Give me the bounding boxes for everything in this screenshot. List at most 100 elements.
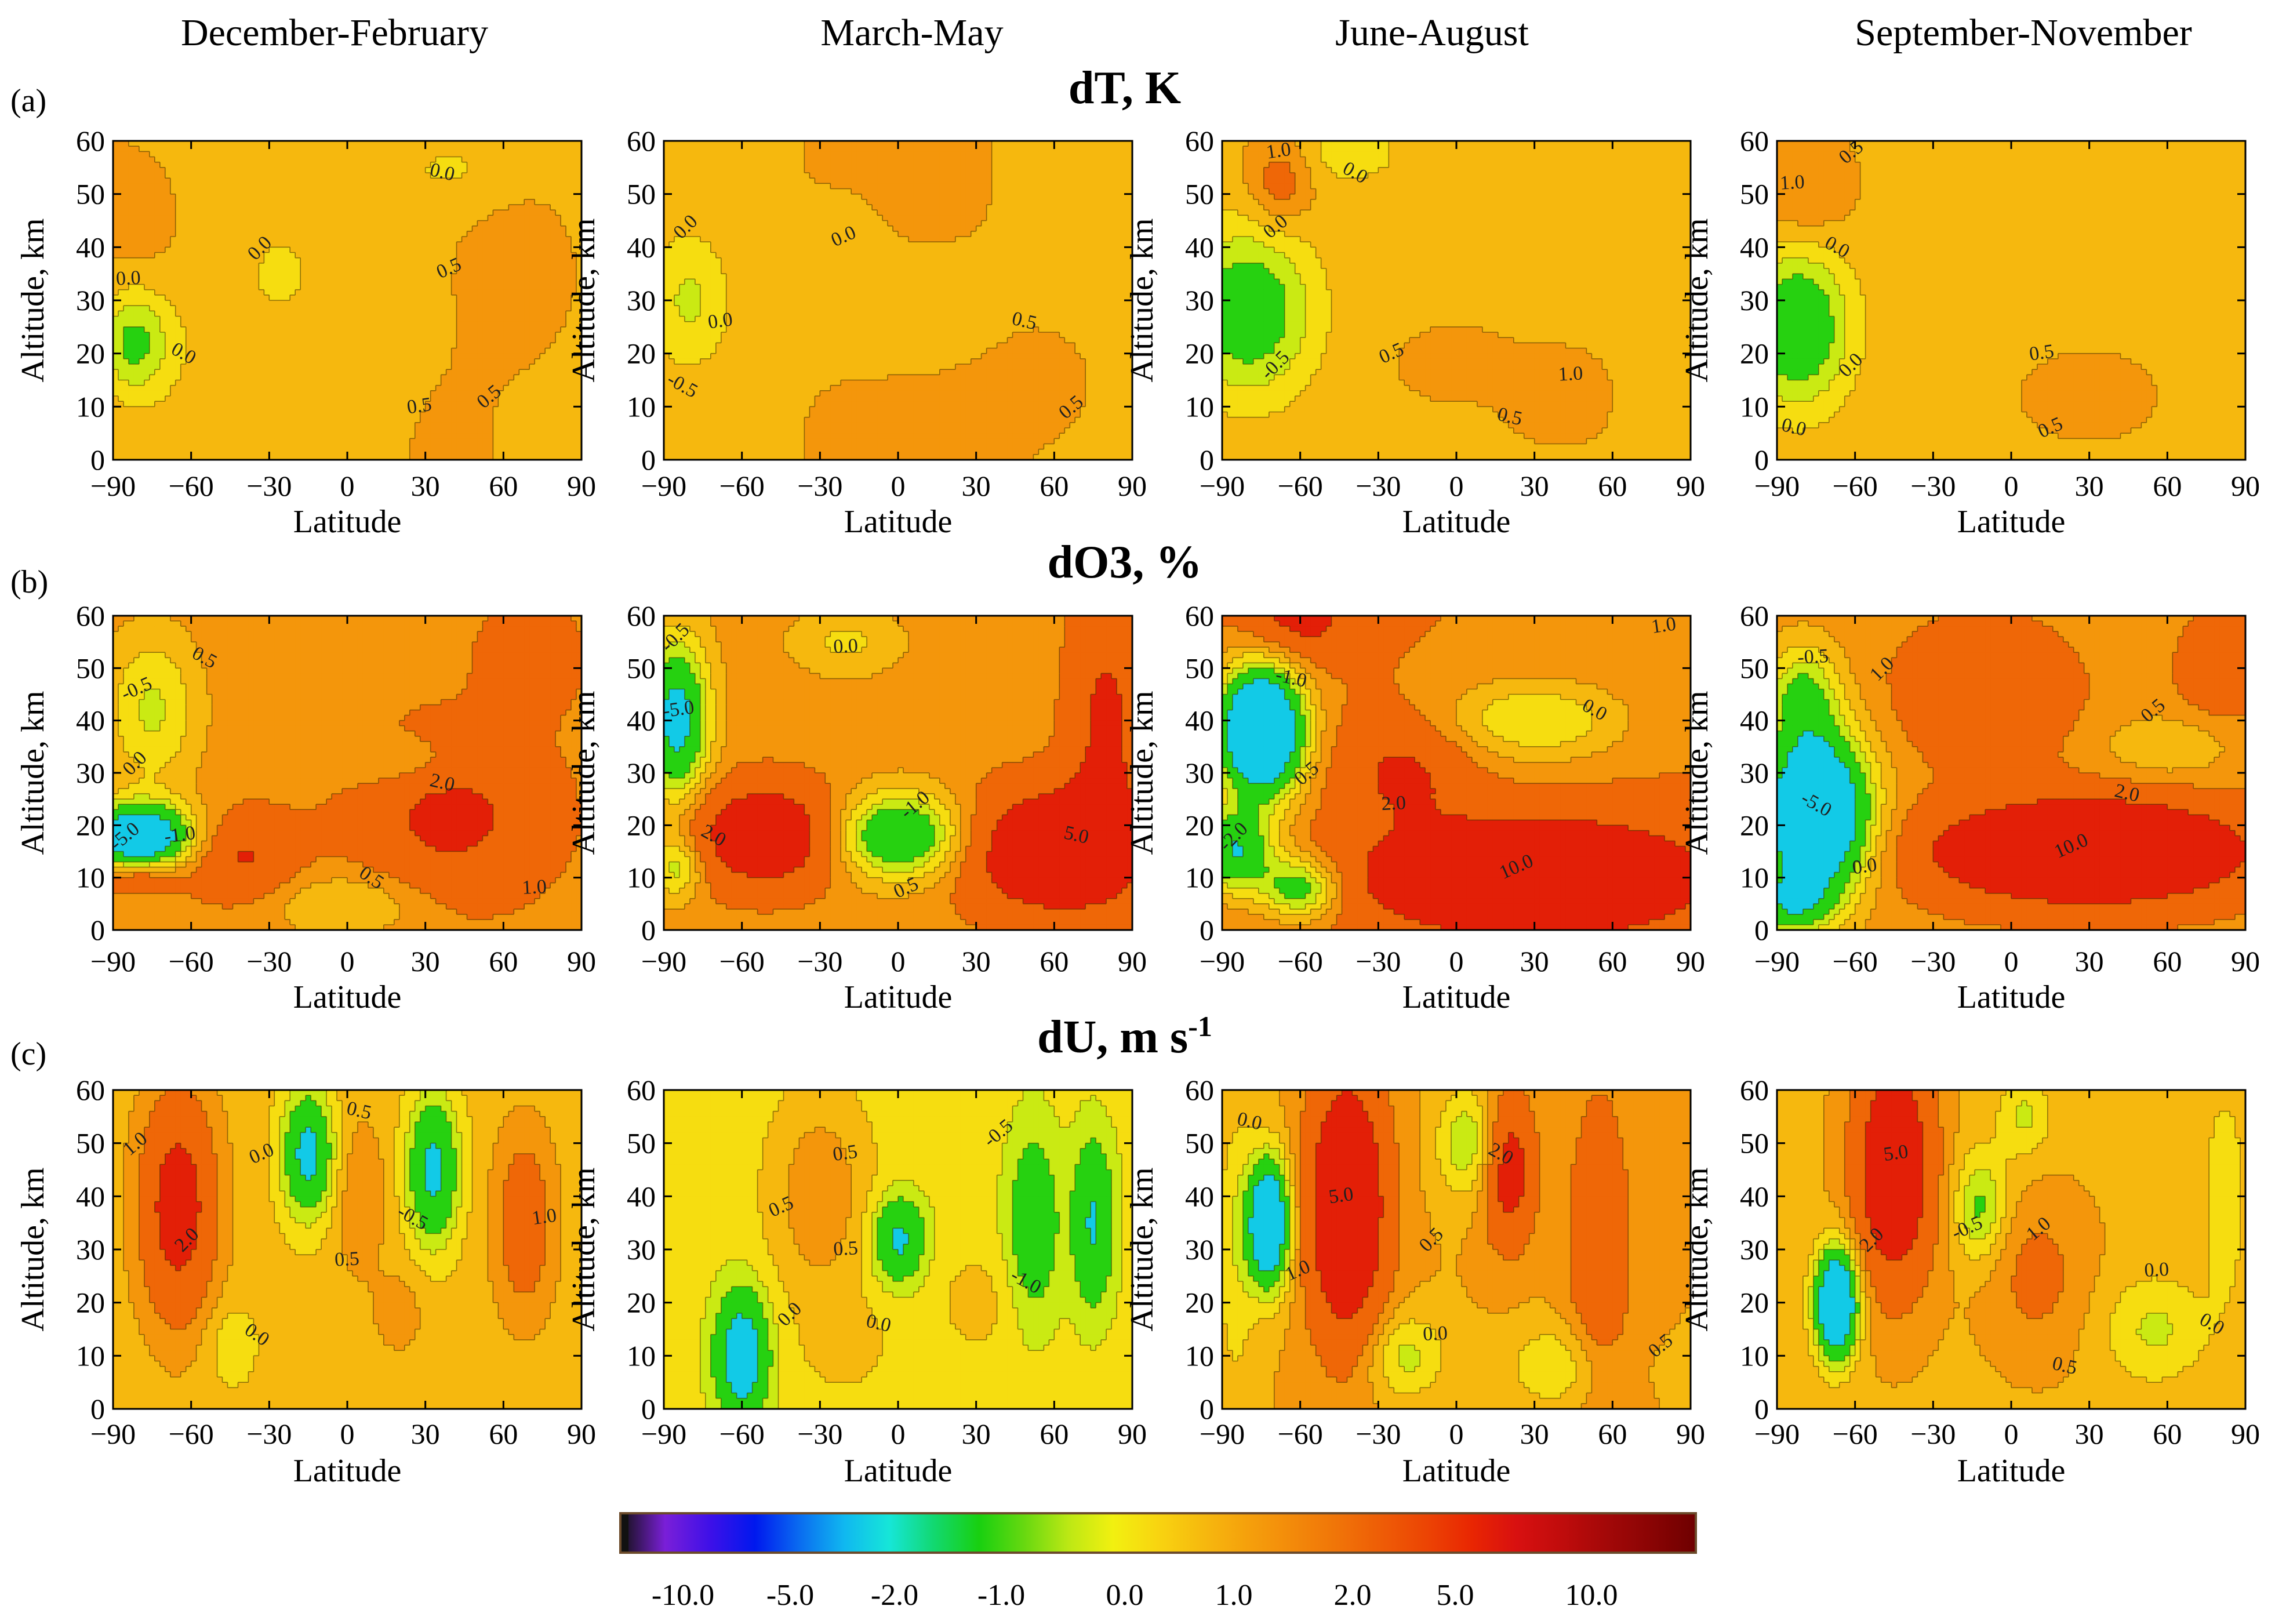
contour-cell <box>217 168 223 173</box>
contour-cell <box>139 151 145 157</box>
contour-cell <box>129 146 135 152</box>
contour-cell <box>410 151 416 157</box>
contour-cell <box>550 168 556 173</box>
contour-cell <box>306 146 311 152</box>
contour-cell <box>420 168 426 173</box>
contour-cell <box>306 162 311 168</box>
contour-cell <box>316 146 322 152</box>
contour-cell <box>212 146 218 152</box>
contour-cell <box>462 162 468 168</box>
contour-cell <box>202 157 208 163</box>
contour-cell <box>232 157 238 163</box>
contour-cell <box>493 151 499 157</box>
contour-cell <box>545 151 551 157</box>
contour-cell <box>269 168 275 173</box>
contour-cell <box>399 168 405 173</box>
contour-cell <box>139 162 145 168</box>
contour-cell <box>300 162 306 168</box>
contour-cell <box>519 157 525 163</box>
contour-cell <box>503 162 509 168</box>
contour-panel: 0.00.50.00.50.00.50.0 <box>113 141 582 460</box>
contour-cell <box>248 151 254 157</box>
contour-cell <box>457 151 463 157</box>
contour-cell <box>545 162 551 168</box>
contour-cell <box>228 146 234 152</box>
contour-cell <box>337 157 343 163</box>
contour-cell <box>452 157 457 163</box>
contour-cell <box>535 157 540 163</box>
contour-cell <box>384 168 390 173</box>
contour-cell <box>118 162 124 168</box>
contour-cell <box>508 162 514 168</box>
contour-cell <box>482 162 488 168</box>
contour-cell <box>160 168 166 173</box>
contour-cell <box>498 151 504 157</box>
contour-cell <box>176 162 181 168</box>
contour-cell <box>279 168 285 173</box>
contour-cell <box>118 168 124 173</box>
contour-cell <box>155 151 161 157</box>
contour-cell <box>352 146 358 152</box>
contour-cell <box>420 157 426 163</box>
contour-cell <box>379 162 384 168</box>
contour-cell <box>253 146 259 152</box>
contour-cell <box>118 157 124 163</box>
contour-cell <box>373 157 379 163</box>
contour-cell <box>566 151 572 157</box>
contour-cell <box>191 162 197 168</box>
contour-cell <box>165 168 171 173</box>
contour-cell <box>389 168 395 173</box>
contour-cell <box>519 146 525 152</box>
contour-cell <box>232 162 238 168</box>
contour-cell <box>524 157 530 163</box>
contour-cell <box>290 157 296 163</box>
contour-cell <box>316 162 322 168</box>
contour-cell <box>264 151 270 157</box>
contour-cell <box>524 151 530 157</box>
contour-cell <box>529 157 535 163</box>
contour-cell <box>524 162 530 168</box>
contour-cell <box>285 146 290 152</box>
contour-cell <box>181 146 187 152</box>
contour-cell <box>457 168 463 173</box>
contour-cell <box>342 168 348 173</box>
contour-cell <box>446 151 452 157</box>
contour-cell <box>446 146 452 152</box>
contour-cell <box>212 157 218 163</box>
contour-cell <box>514 146 519 152</box>
contour-cell <box>232 168 238 173</box>
contour-cell <box>274 157 280 163</box>
contour-cell <box>358 157 364 163</box>
contour-cell <box>384 162 390 168</box>
contour-cell <box>207 151 213 157</box>
contour-cell <box>535 146 540 152</box>
contour-cell <box>368 168 374 173</box>
contour-cell <box>508 146 514 152</box>
contour-cell <box>181 162 187 168</box>
contour-cell <box>488 162 493 168</box>
contour-cell <box>238 151 244 157</box>
contour-cell <box>134 146 140 152</box>
contour-cell <box>228 168 234 173</box>
contour-cell <box>176 151 181 157</box>
contour-cell <box>311 162 317 168</box>
contour-cell <box>191 157 197 163</box>
contour-cell <box>290 151 296 157</box>
contour-cell <box>217 162 223 168</box>
contour-cell <box>202 162 208 168</box>
contour-cell <box>472 157 478 163</box>
contour-cell <box>191 168 197 173</box>
contour-cell <box>550 146 556 152</box>
contour-cell <box>337 146 343 152</box>
contour-cell <box>123 168 129 173</box>
contour-cell <box>321 146 327 152</box>
contour-cell <box>415 157 421 163</box>
contour-cell <box>550 162 556 168</box>
contour-cell <box>519 151 525 157</box>
season-title: June-August <box>1335 12 1529 54</box>
contour-cell <box>535 168 540 173</box>
contour-cell <box>410 162 416 168</box>
contour-cell <box>514 168 519 173</box>
contour-cell <box>197 146 202 152</box>
contour-cell <box>555 157 561 163</box>
